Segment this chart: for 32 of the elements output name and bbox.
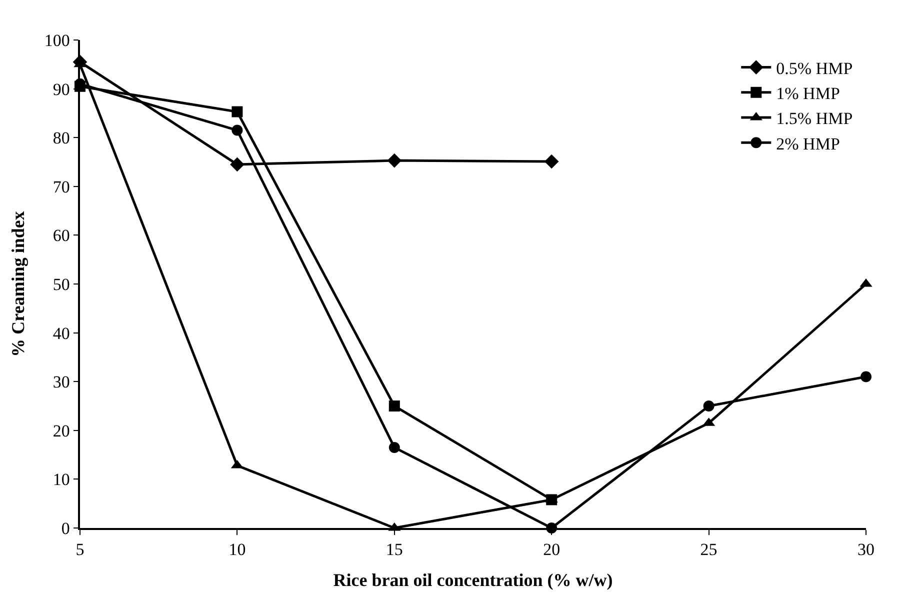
legend-label: 1.5% HMP bbox=[776, 109, 853, 128]
point bbox=[703, 400, 714, 412]
y-tick-label: 60 bbox=[52, 226, 70, 246]
x-tick-label: 15 bbox=[386, 540, 403, 560]
x-tick-label: 20 bbox=[543, 540, 560, 560]
y-tick-label: 30 bbox=[52, 372, 70, 392]
y-tick-label: 70 bbox=[52, 177, 70, 196]
point bbox=[232, 124, 243, 136]
point bbox=[388, 442, 400, 453]
y-axis-title: % Creaming index bbox=[8, 211, 28, 357]
x-tick-label: 5 bbox=[76, 540, 84, 560]
x-tick-label: 30 bbox=[858, 540, 874, 560]
y-tick-label: 80 bbox=[52, 128, 70, 148]
y-tick-label: 40 bbox=[52, 324, 70, 343]
point bbox=[230, 157, 244, 172]
x-axis-title: Rice bran oil concentration (% w/w) bbox=[333, 570, 613, 590]
point bbox=[544, 154, 559, 169]
y-tick-label: 0 bbox=[61, 518, 70, 538]
y-tick-label: 90 bbox=[52, 80, 70, 99]
x-tick-label: 25 bbox=[700, 540, 718, 560]
y-tick-label: 50 bbox=[52, 274, 70, 294]
y-tick-label: 100 bbox=[44, 30, 70, 50]
point bbox=[232, 106, 243, 118]
point bbox=[388, 400, 400, 412]
point bbox=[387, 153, 402, 168]
y-tick-label: 20 bbox=[52, 421, 70, 440]
legend-label: 2% HMP bbox=[776, 134, 840, 154]
y-tick-label: 10 bbox=[52, 470, 70, 490]
point bbox=[860, 371, 872, 382]
x-tick-label: 10 bbox=[228, 540, 246, 560]
legend-label: 0.5% HMP bbox=[776, 58, 853, 78]
legend-label: 1% HMP bbox=[776, 84, 840, 104]
